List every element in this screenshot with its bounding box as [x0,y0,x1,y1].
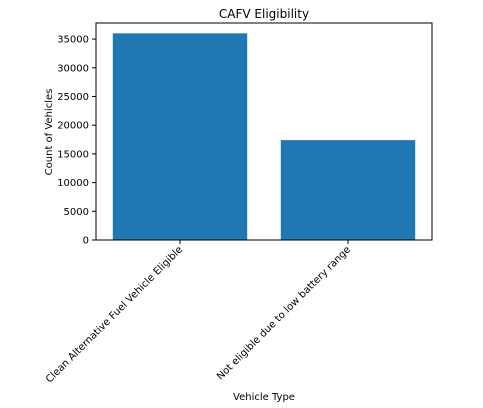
y-axis-ticks: 0 5000 10000 15000 20000 25000 30000 35000 [57,35,96,247]
x-axis-label: Vehicle Type [233,392,295,403]
y-tick-label: 15000 [57,149,89,160]
y-tick-label: 10000 [57,178,89,189]
y-tick-label: 25000 [57,92,89,103]
y-tick-label: 0 [83,236,89,247]
y-axis-label: Count of Vehicles [44,89,55,176]
chart-title: CAFV Eligibility [219,7,309,21]
bars [112,33,416,241]
x-axis-ticks: Clean Alternative Fuel Vehicle Eligible N… [44,240,353,385]
x-tick-label: Clean Alternative Fuel Vehicle Eligible [44,244,185,385]
y-tick-label: 5000 [64,207,89,218]
plot-area-frame [95,22,433,241]
y-tick-label: 20000 [57,121,89,132]
y-tick-label: 30000 [57,63,89,74]
bar-1 [112,33,248,241]
y-tick-label: 35000 [57,35,89,46]
x-tick-label: Not eligible due to low battery range [215,244,353,382]
bar-2 [280,140,416,240]
